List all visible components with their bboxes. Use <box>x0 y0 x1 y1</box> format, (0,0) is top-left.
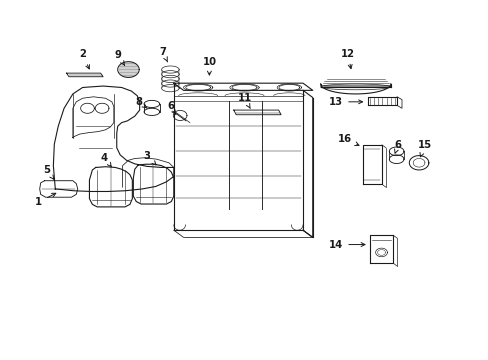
Text: 13: 13 <box>328 97 362 107</box>
Text: 3: 3 <box>143 150 156 165</box>
Text: 12: 12 <box>340 49 354 69</box>
Text: 4: 4 <box>101 153 111 167</box>
Text: 15: 15 <box>417 140 431 157</box>
Text: 1: 1 <box>35 193 56 207</box>
Text: 2: 2 <box>79 49 89 69</box>
Text: 6: 6 <box>166 102 176 114</box>
Text: 5: 5 <box>43 165 54 180</box>
Text: 9: 9 <box>114 50 124 66</box>
Text: 7: 7 <box>159 46 167 62</box>
Text: 11: 11 <box>237 93 251 108</box>
Text: 16: 16 <box>337 134 358 145</box>
Text: 14: 14 <box>328 239 364 249</box>
Text: 6: 6 <box>394 140 401 153</box>
Text: 8: 8 <box>135 97 147 108</box>
Text: 10: 10 <box>202 57 216 75</box>
